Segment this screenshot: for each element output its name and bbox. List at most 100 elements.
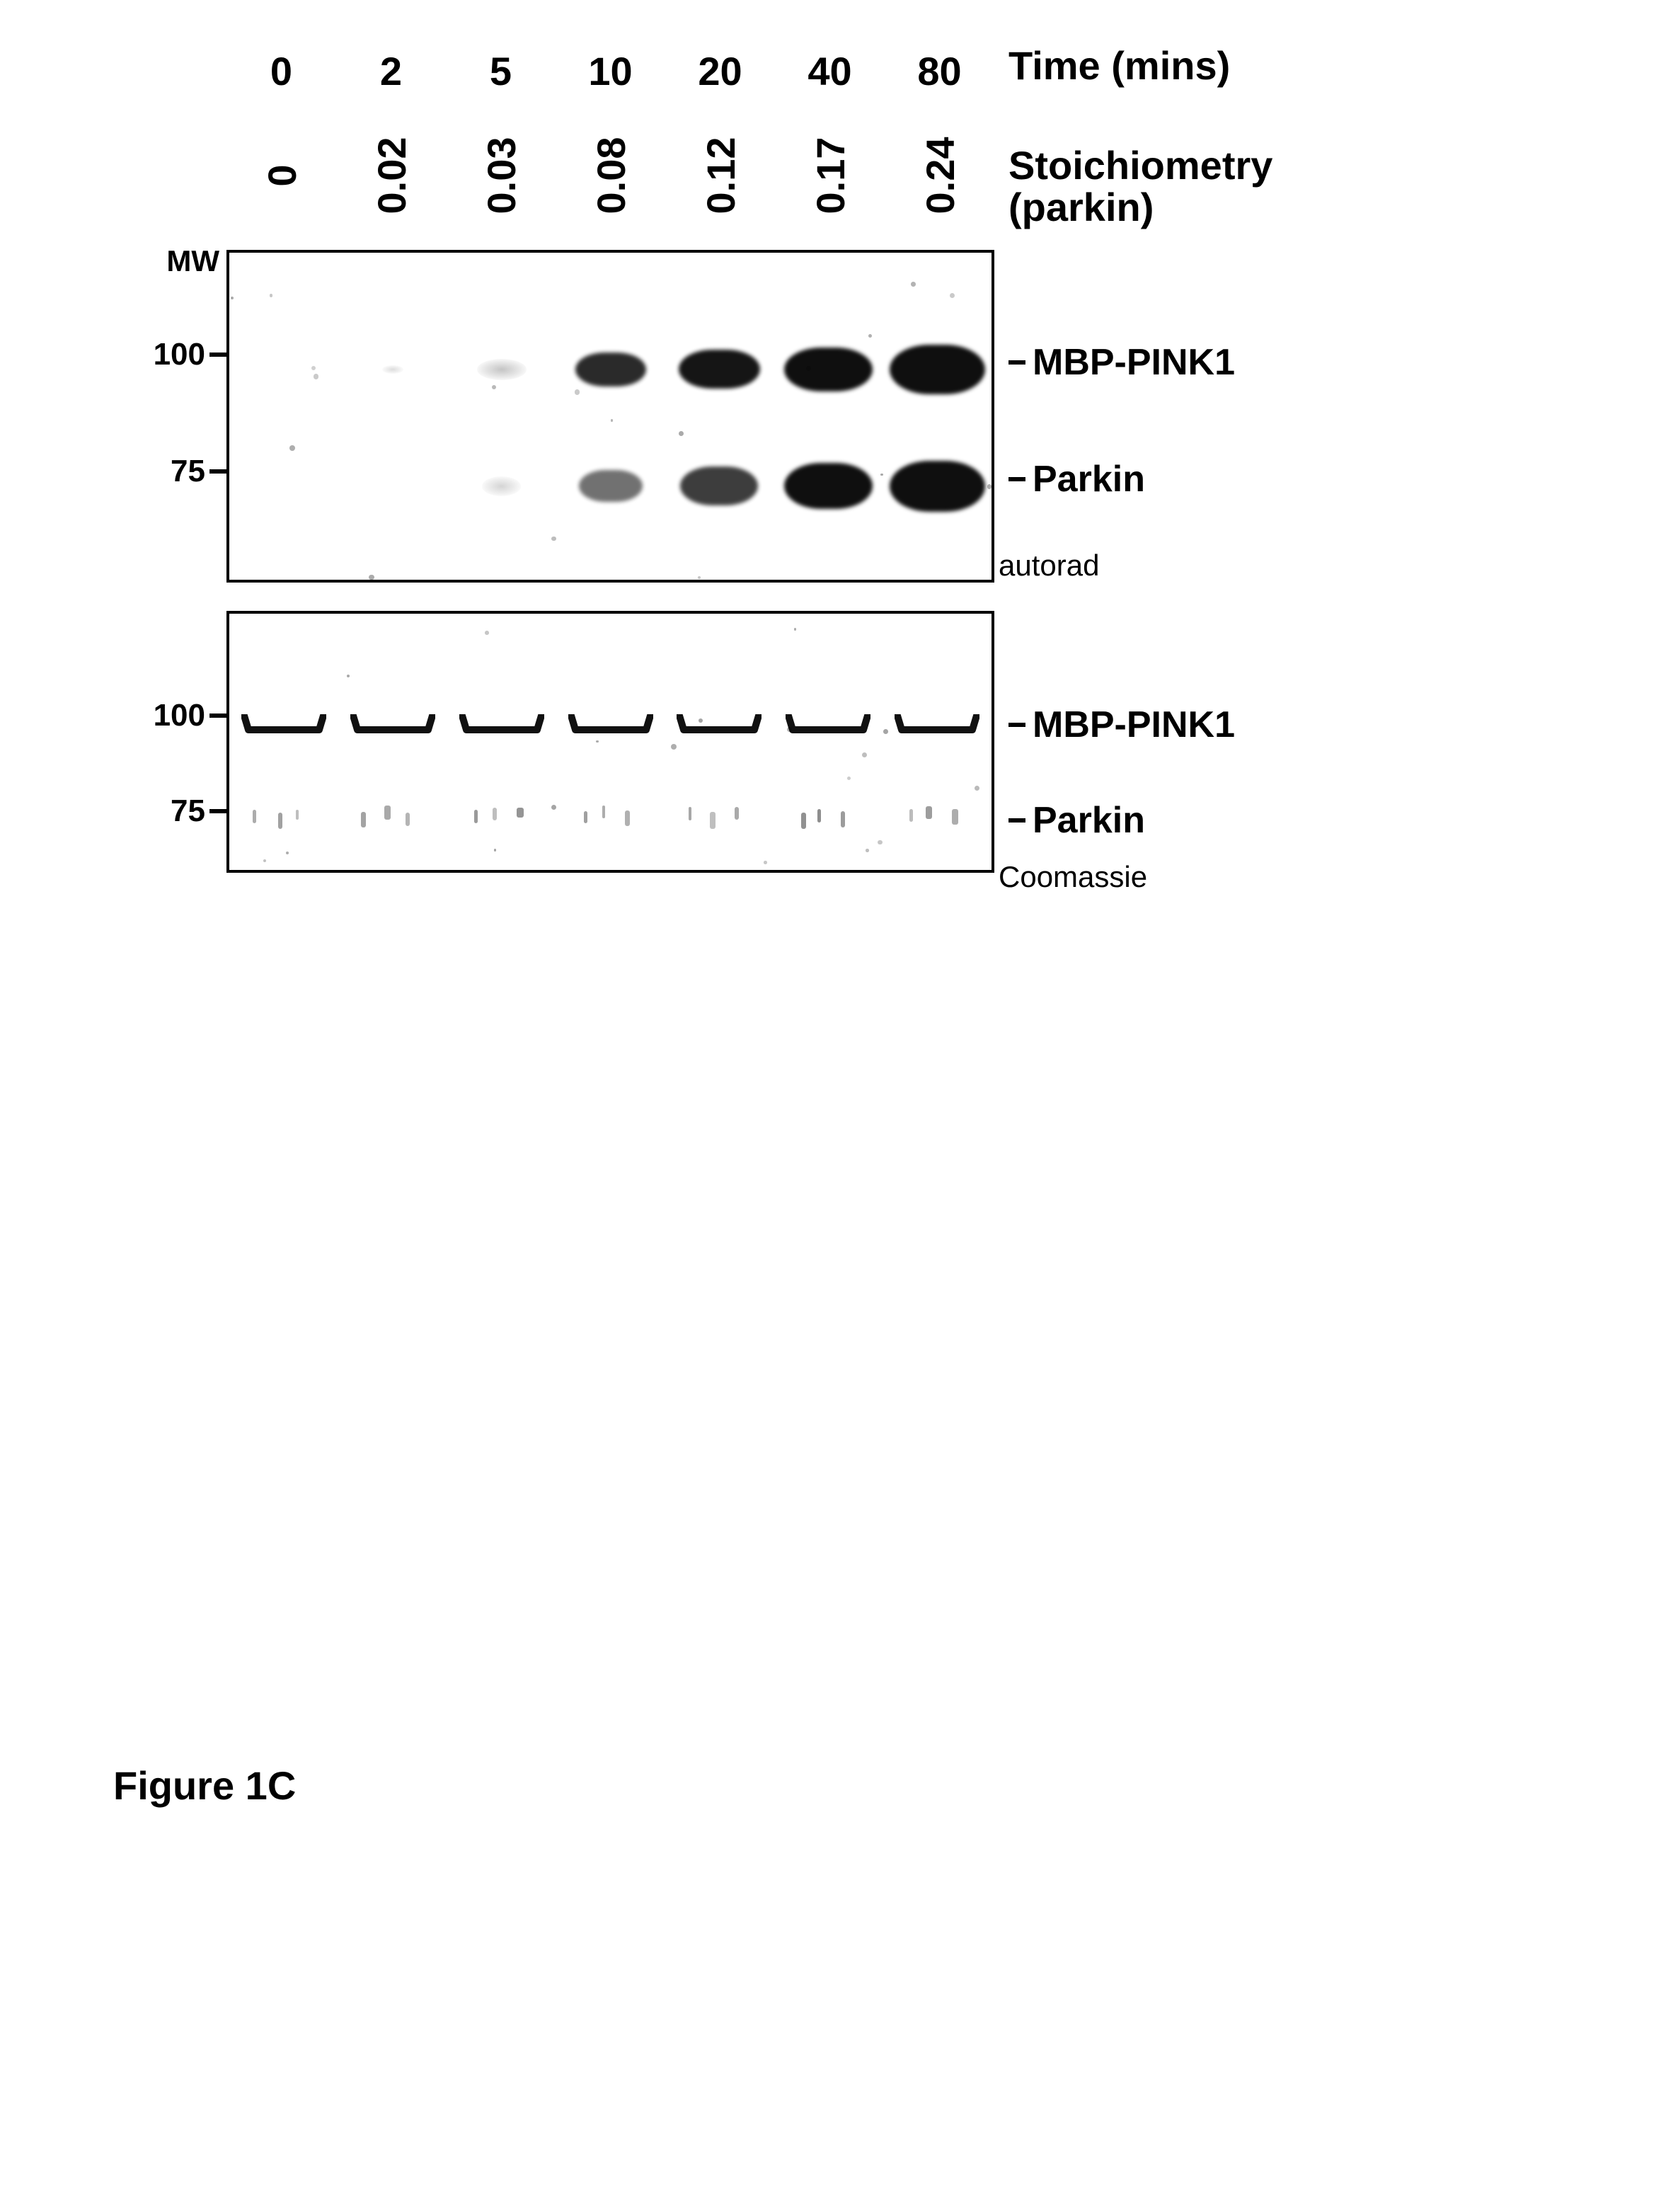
- gel-lane-cell: [447, 709, 556, 745]
- faint-band-speck: [253, 810, 257, 823]
- mw-label: MW: [166, 244, 219, 278]
- lane-header-col: 100.08: [556, 48, 665, 229]
- faint-band-speck: [296, 810, 299, 820]
- noise-speck: [699, 718, 703, 723]
- gel-lane-cell: [338, 341, 447, 398]
- figure-caption: Figure 1C: [113, 1763, 296, 1809]
- stoich-line1: Stoichiometry: [1008, 143, 1272, 188]
- stoichiometry-label: 0.02: [338, 154, 444, 197]
- lane-header-col: 400.17: [775, 48, 885, 229]
- gel-lane-cell: [556, 709, 665, 745]
- noise-speck: [806, 366, 811, 371]
- faint-band-speck: [361, 812, 366, 827]
- noise-speck: [611, 419, 613, 421]
- gel-band: [382, 365, 403, 374]
- noise-speck: [866, 849, 868, 852]
- coomassie-band: [350, 714, 435, 740]
- coomassie-band: [677, 714, 761, 740]
- stoichiometry-label: 0: [229, 154, 335, 197]
- noise-speck: [289, 445, 295, 451]
- stoich-line2: (parkin): [1008, 185, 1154, 229]
- noise-speck: [671, 744, 677, 750]
- header-right-labels: Time (mins) Stoichiometry (parkin): [994, 42, 1272, 229]
- coomassie-gel: [226, 611, 994, 873]
- coomassie-band: [568, 714, 653, 740]
- gel-lane-cell: [229, 709, 338, 745]
- mw-marker-75: 75: [171, 793, 226, 829]
- faint-band-speck: [584, 811, 587, 824]
- noise-speck: [880, 474, 883, 476]
- coomassie-row-parkin: [229, 805, 992, 833]
- gel-band: [890, 461, 985, 512]
- time-label: 0: [270, 48, 292, 94]
- gel-lane-cell: [447, 341, 556, 398]
- coomassie-right-labels: MBP-PINK1ParkinCoomassie: [994, 611, 1249, 873]
- faint-band-speck: [817, 809, 820, 823]
- faint-band-speck: [909, 809, 913, 822]
- gel-lane-cell: [338, 458, 447, 515]
- gel-lane-cell: [338, 709, 447, 745]
- lane-header-col: 00: [226, 48, 336, 229]
- band-label-parkin: Parkin: [1008, 799, 1145, 842]
- noise-speck: [911, 282, 916, 287]
- lane-headers: 0020.0250.03100.08200.12400.17800.24: [226, 48, 994, 229]
- gel-band: [477, 359, 527, 380]
- lane-header-col: 200.12: [665, 48, 775, 229]
- gel-band: [482, 476, 521, 496]
- noise-speck: [494, 849, 497, 852]
- coomassie-section: 10075 MBP-PINK1ParkinCoomassie: [142, 611, 1486, 873]
- gel-band: [579, 470, 643, 502]
- gel-lane-cell: [883, 709, 992, 745]
- gel-lane-cell: [556, 458, 665, 515]
- faint-band-speck: [278, 813, 282, 829]
- time-label: 5: [490, 48, 512, 94]
- gel-lane-cell: [229, 805, 338, 833]
- noise-speck: [679, 431, 684, 436]
- column-headers: 0020.0250.03100.08200.12400.17800.24 Tim…: [142, 42, 1486, 229]
- gel-type-label: Coomassie: [999, 860, 1147, 894]
- gel-lane-cell: [556, 805, 665, 833]
- gel-band: [575, 353, 646, 386]
- gel-lane-cell: [447, 805, 556, 833]
- noise-speck: [551, 537, 556, 541]
- band-label-mbp-pink1: MBP-PINK1: [1008, 341, 1235, 384]
- faint-band-speck: [602, 806, 605, 818]
- faint-band-speck: [625, 810, 629, 826]
- gel-lane-cell: [556, 341, 665, 398]
- noise-speck: [764, 861, 767, 864]
- band-label-parkin: Parkin: [1008, 458, 1145, 500]
- gel-band: [784, 348, 873, 391]
- faint-band-speck: [474, 810, 478, 823]
- noise-speck: [270, 294, 272, 297]
- time-label: 10: [588, 48, 632, 94]
- noise-speck: [286, 852, 289, 854]
- gel-lane-cell: [774, 458, 883, 515]
- gel-lane-cell: [883, 805, 992, 833]
- noise-speck: [231, 297, 234, 299]
- autorad-section: MW 10075 MBP-PINK1Parkinautorad: [142, 250, 1486, 583]
- gel-band: [679, 350, 760, 389]
- coomassie-band: [786, 714, 870, 740]
- gel-lane-cell: [665, 458, 774, 515]
- autorad-gel: [226, 250, 994, 583]
- faint-band-speck: [689, 807, 691, 820]
- gel-lane-cell: [229, 341, 338, 398]
- time-header-label: Time (mins): [1008, 42, 1272, 88]
- gel-lane-cell: [774, 341, 883, 398]
- time-label: 2: [380, 48, 402, 94]
- gel-lane-cell: [883, 341, 992, 398]
- gel-lane-cell: [229, 458, 338, 515]
- stoichiometry-label: 0.24: [887, 154, 993, 197]
- coomassie-band: [895, 714, 979, 740]
- mw-marker-100: 100: [154, 337, 226, 372]
- stoichiometry-header-label: Stoichiometry (parkin): [1008, 145, 1272, 229]
- faint-band-speck: [517, 808, 524, 818]
- lane-header-col: 800.24: [885, 48, 994, 229]
- stoichiometry-label: 0.17: [777, 154, 883, 197]
- faint-band-speck: [710, 812, 716, 829]
- stoichiometry-label: 0.12: [667, 154, 774, 197]
- noise-speck: [794, 628, 796, 630]
- noise-speck: [878, 840, 883, 845]
- faint-band-speck: [384, 806, 391, 820]
- gel-lane-cell: [774, 805, 883, 833]
